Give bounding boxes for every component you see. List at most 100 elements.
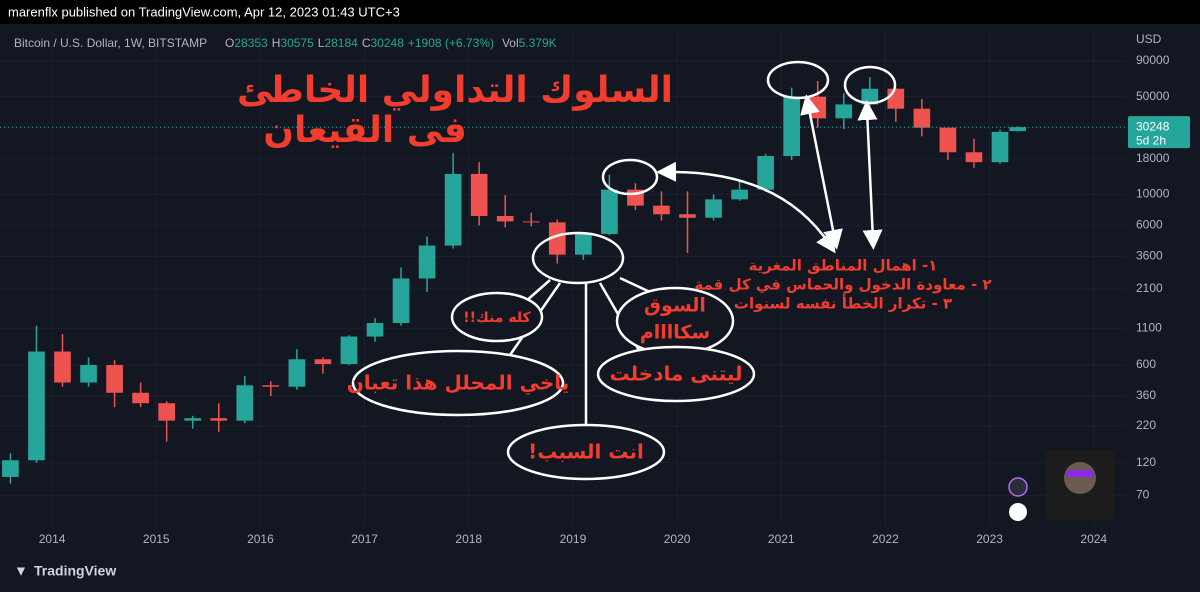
candle-body: [366, 322, 384, 337]
candle-body: [158, 403, 175, 421]
candle-body: [548, 222, 566, 255]
candle-body: [106, 365, 123, 393]
candle-body: [939, 127, 957, 153]
arrow: [800, 94, 843, 250]
publisher: marenflx published on TradingView.com, A…: [8, 4, 400, 19]
y-tick-label: 2100: [1136, 281, 1163, 295]
candle-body: [809, 96, 827, 119]
candle-body: [731, 189, 748, 200]
x-tick-label: 2015: [143, 532, 170, 546]
bubble: [450, 291, 544, 343]
highlight-ellipse: [601, 158, 659, 196]
candle-body: [965, 152, 983, 163]
candle-body: [418, 245, 436, 279]
candle-body: [601, 189, 618, 235]
legend-item: Vol: [502, 36, 519, 50]
headline: فى القيعان: [263, 110, 467, 151]
y-tick-label: 90000: [1136, 53, 1170, 67]
candle-body: [887, 88, 905, 109]
legend-item: 30575: [280, 36, 314, 50]
legend-item: L: [318, 36, 325, 50]
arrow: [857, 100, 883, 250]
symbol-title: Bitcoin / U.S. Dollar, 1W, BITSTAMP: [14, 36, 207, 50]
y-tick-label: 1100: [1136, 320, 1162, 334]
connector: [508, 276, 651, 428]
candle-body: [184, 418, 202, 421]
list-item: ٢ - معاودة الدخول والحماس في كل قمة: [694, 276, 991, 294]
y-tick-label: 6000: [1136, 218, 1163, 232]
candle-body: [262, 385, 280, 387]
ohlc-legend: O28353 H30575 L28184 C30248 +1908 (+6.73%) Vo…: [225, 36, 557, 50]
candle-body: [444, 173, 462, 246]
candle-body: [575, 234, 592, 255]
bubble-text: كله منك!!: [463, 310, 531, 326]
candle-body: [132, 392, 149, 404]
candle-body: [470, 173, 488, 216]
candle-body: [340, 336, 358, 365]
list-item: ١- اهمال المناطق المغرية: [749, 257, 938, 275]
x-tick-label: 2016: [247, 532, 274, 546]
y-tick-label: 3600: [1136, 249, 1163, 263]
x-tick-label: 2017: [351, 532, 378, 546]
brand: TradingView: [34, 563, 116, 579]
y-tick-label: 360: [1136, 388, 1156, 402]
bubble-text: ياخي المحلل هذا تعبان: [347, 371, 570, 396]
x-tick-label: 2018: [455, 532, 482, 546]
y-tick-label: 10000: [1136, 187, 1170, 201]
footer-bar: [0, 555, 1200, 587]
bubble: [506, 423, 666, 481]
y-tick-label: 18000: [1136, 151, 1170, 165]
legend-item: 30248: [371, 36, 405, 50]
bubble: [596, 345, 756, 403]
candle-body: [913, 108, 931, 128]
x-tick-label: 2014: [39, 532, 66, 546]
candle-body: [28, 351, 45, 461]
y-tick-label: 120: [1136, 455, 1156, 469]
candle-body: [496, 215, 514, 222]
highlight-ellipse: [531, 231, 625, 285]
annotations: السلوك التداولي الخاطئ فى القيعان كله من…: [237, 60, 992, 481]
candle-body: [522, 221, 540, 223]
last-price: 30248: [1136, 119, 1170, 133]
axes: 70 120 220 360 600 1100 2100 3600 6000 10000 18000…: [39, 53, 1190, 546]
y-tick-label: 220: [1136, 418, 1156, 432]
bubble-text: انت السبب!: [528, 440, 644, 464]
x-tick-label: 2023: [976, 532, 1003, 546]
y-tick-label: 600: [1136, 357, 1156, 371]
candle-body: [705, 199, 722, 218]
last-price-box: [1128, 116, 1190, 149]
candle-body: [783, 96, 800, 157]
candle-body: [210, 418, 228, 421]
headline: السلوك التداولي الخاطئ: [237, 70, 673, 111]
legend-item: C: [362, 36, 371, 50]
y-axis-title: USD: [1136, 32, 1162, 46]
candle-body: [835, 104, 853, 119]
candle-body: [314, 359, 332, 365]
avatar: [1008, 450, 1115, 521]
candle-body: [679, 214, 696, 218]
bubble-text: السوق: [644, 295, 706, 317]
legend-item: 5.379K: [519, 36, 557, 50]
legend-item: O: [225, 36, 234, 50]
candle-body: [54, 351, 71, 383]
publish-bar: [0, 0, 1200, 24]
tv-logo: ▼: [14, 563, 28, 579]
y-tick-label: 70: [1136, 488, 1150, 502]
candle-body: [236, 385, 254, 421]
candle-body: [80, 365, 97, 383]
y-tick-label: 50000: [1136, 89, 1170, 103]
x-tick-label: 2022: [872, 532, 899, 546]
legend-item: 28353: [234, 36, 268, 50]
bubble-text: سكاااام: [640, 322, 710, 344]
x-tick-label: 2021: [768, 532, 795, 546]
candle-body: [757, 156, 774, 190]
arrow: [656, 161, 836, 254]
candle-body: [653, 205, 670, 215]
bubble: [351, 349, 565, 417]
bubble-text: ليتنى مادخلت: [609, 362, 742, 386]
list-item: ٣ - تكرار الخطأ نفسه لسنوات: [734, 294, 952, 313]
legend-item: 28184: [324, 36, 358, 50]
candle-body: [2, 460, 19, 477]
x-tick-label: 2020: [664, 532, 691, 546]
